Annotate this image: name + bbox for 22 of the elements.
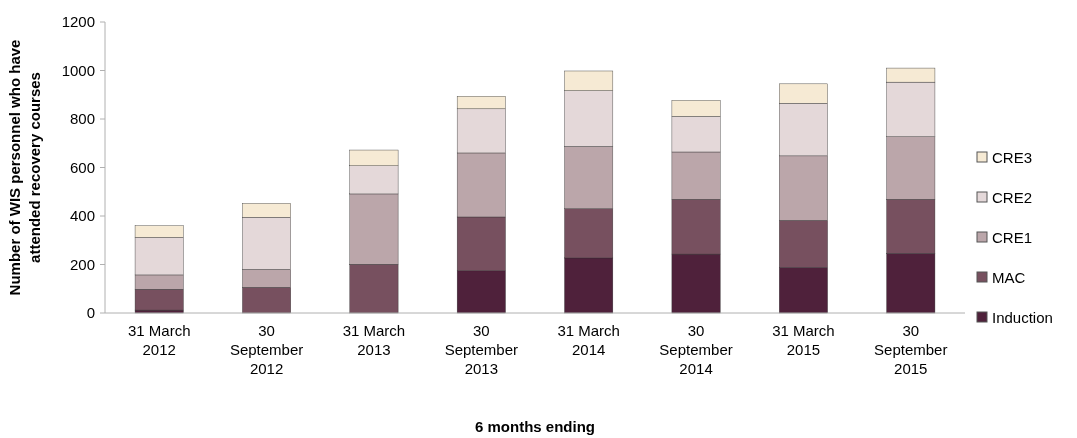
- x-tick-label: 30 September 2012: [229, 322, 304, 377]
- x-tick-label: 30 September 2014: [659, 322, 733, 377]
- x-tick-label: 31 March 2014: [557, 322, 620, 358]
- x-tick-label: 31 March 2015: [772, 322, 835, 358]
- y-axis-title: Number of WIS personnel who have attended recovery courses: [6, 39, 43, 296]
- y-tick-label: 800: [69, 110, 95, 128]
- x-tick-label: 30 September 2013: [444, 322, 519, 377]
- x-tick-label: 31 March 2013: [342, 322, 406, 358]
- legend-label: MAC: [992, 269, 1026, 287]
- x-tick-label: 31 March 2012: [127, 322, 191, 358]
- x-tick-label: 30 September 2015: [874, 322, 948, 377]
- legend-label: CRE1: [992, 229, 1033, 247]
- y-tick-label: 400: [69, 207, 95, 225]
- legend-label: CRE3: [992, 149, 1033, 167]
- legend-label: Induction: [992, 309, 1053, 327]
- y-tick-label: 1200: [61, 13, 95, 31]
- y-tick-label: 1000: [61, 61, 95, 79]
- y-tick-label: 600: [69, 158, 95, 176]
- y-tick-label: 200: [69, 255, 95, 273]
- y-tick-label: 0: [86, 304, 95, 322]
- legend-label: CRE2: [992, 189, 1033, 207]
- x-axis-title: 6 months ending: [475, 418, 595, 435]
